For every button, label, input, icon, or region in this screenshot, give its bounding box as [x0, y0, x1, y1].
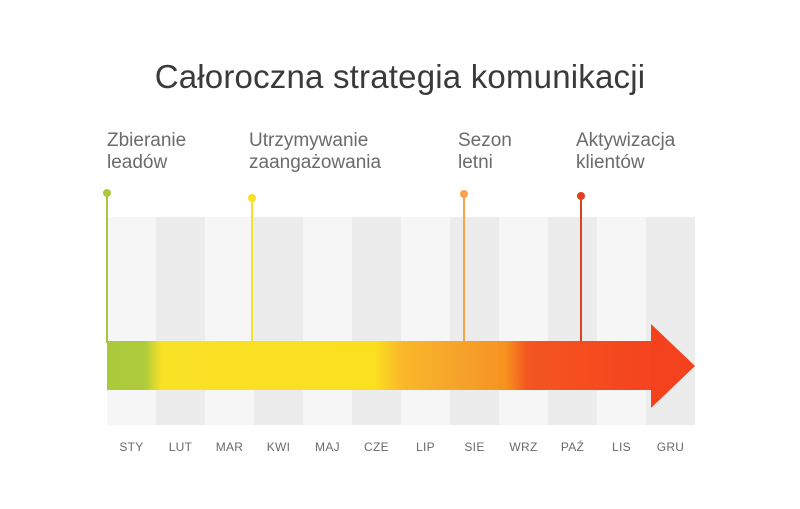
timeline-arrow-head: [651, 324, 695, 408]
phase-pin-line: [463, 194, 465, 343]
month-column: [107, 217, 156, 425]
month-column: [450, 217, 499, 425]
month-label: PAŹ: [560, 440, 585, 454]
month-column: [254, 217, 303, 425]
month-column: [597, 217, 646, 425]
month-column: [303, 217, 352, 425]
month-label: MAJ: [315, 440, 340, 454]
month-label: SIE: [464, 440, 485, 454]
phase-pin-line: [251, 198, 253, 343]
month-label: GRU: [656, 440, 685, 454]
month-column: [205, 217, 254, 425]
month-label: STY: [119, 440, 144, 454]
month-grid: [107, 217, 695, 425]
phase-label-summer-season: Sezon letni: [458, 130, 512, 173]
month-column: [352, 217, 401, 425]
phase-pin-line: [106, 193, 108, 343]
month-label: LIS: [612, 440, 631, 454]
month-label: CZE: [364, 440, 389, 454]
month-label: LIP: [416, 440, 435, 454]
phase-label-engagement: Utrzymywanie zaangażowania: [249, 130, 382, 173]
month-label: WRZ: [509, 440, 538, 454]
phase-pin-line: [580, 196, 582, 343]
month-column: [548, 217, 597, 425]
month-label: MAR: [215, 440, 244, 454]
timeline-arrow-body: [107, 341, 653, 390]
page-title: Całoroczna strategia komunikacji: [154, 58, 646, 95]
month-column: [401, 217, 450, 425]
phase-label-customer-activation: Aktywizacja klientów: [576, 130, 676, 173]
month-column: [156, 217, 205, 425]
month-label: KWI: [266, 440, 291, 454]
month-column: [499, 217, 548, 425]
month-label: LUT: [168, 440, 193, 454]
phase-label-lead-collection: Zbieranie leadów: [107, 130, 187, 173]
